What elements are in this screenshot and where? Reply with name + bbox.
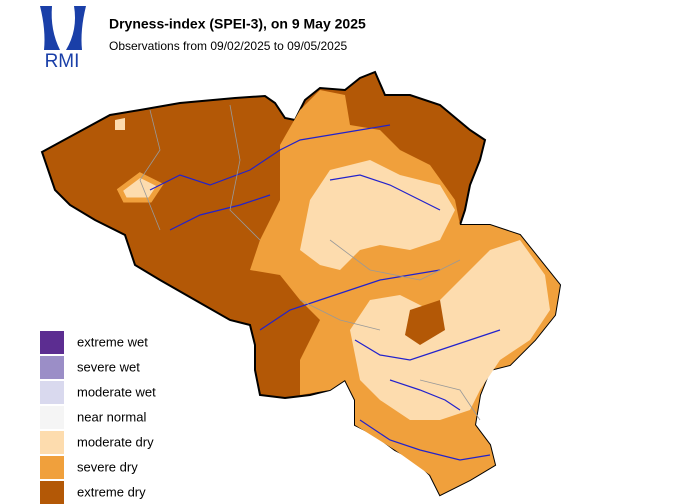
logo-text: RMI <box>45 51 80 72</box>
legend-label: severe wet <box>77 359 140 374</box>
map-title: Dryness-index (SPEI-3), on 9 May 2025 <box>109 16 366 32</box>
legend-label: moderate dry <box>77 434 154 449</box>
legend-label: moderate wet <box>77 384 156 399</box>
logo: RMI <box>40 6 86 72</box>
legend-swatch <box>40 406 64 429</box>
legend-label: extreme wet <box>77 334 148 349</box>
legend-label: near normal <box>77 409 146 424</box>
legend-swatch <box>40 381 64 404</box>
legend: extreme wet severe wet moderate wet near no… <box>40 331 156 504</box>
legend-label: severe dry <box>77 459 138 474</box>
legend-swatch <box>40 481 64 504</box>
legend-label: extreme dry <box>77 484 146 499</box>
legend-swatch <box>40 331 64 354</box>
legend-swatch <box>40 431 64 454</box>
legend-swatch <box>40 356 64 379</box>
map-subtitle: Observations from 09/02/2025 to 09/05/20… <box>109 39 347 53</box>
map <box>40 70 562 497</box>
legend-swatch <box>40 456 64 479</box>
